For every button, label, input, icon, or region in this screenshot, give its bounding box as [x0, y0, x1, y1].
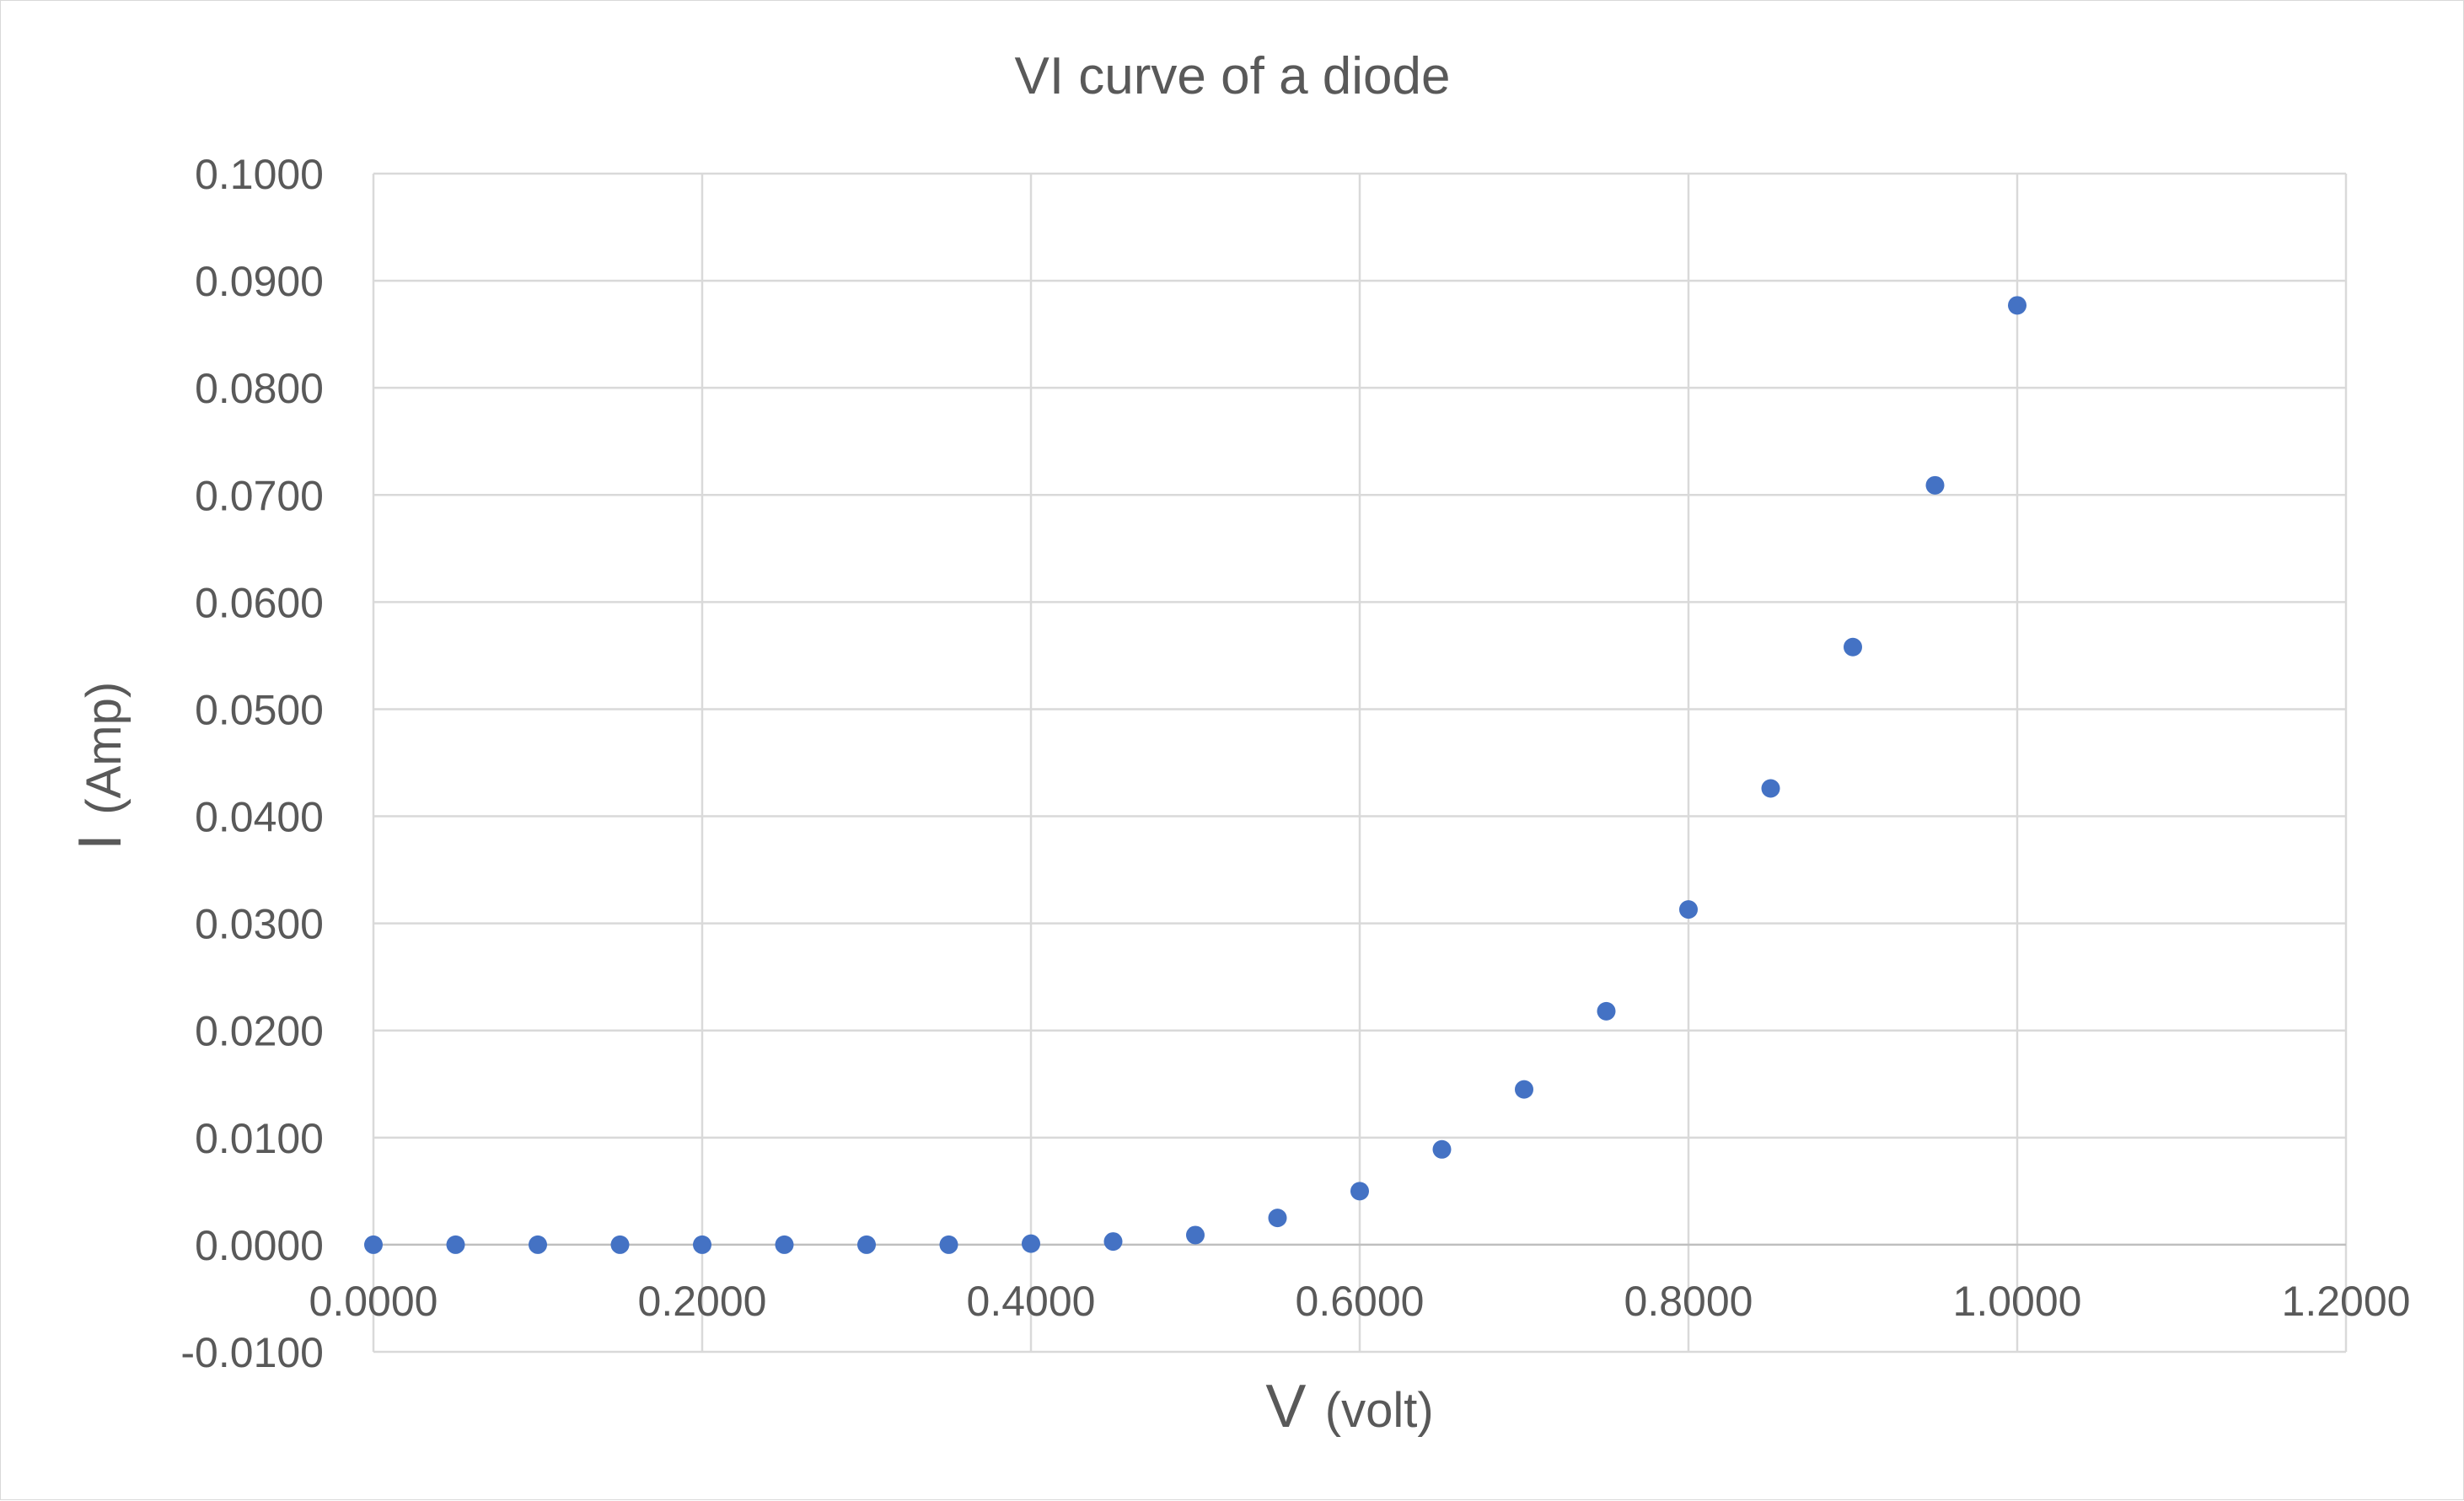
y-axis-title-main: I	[67, 834, 134, 850]
y-axis-title: I (Amp)	[67, 682, 134, 850]
y-tick-label: 0.0800	[195, 365, 324, 412]
data-point	[1186, 1225, 1205, 1245]
data-point	[1432, 1139, 1452, 1159]
data-point	[775, 1235, 794, 1254]
y-tick-label: 0.0900	[195, 258, 324, 305]
y-tick-label: -0.0100	[180, 1329, 324, 1376]
data-point	[1103, 1232, 1123, 1252]
x-tick-label: 1.0000	[1953, 1278, 2082, 1325]
x-tick-label: 0.8000	[1624, 1278, 1753, 1325]
data-point	[446, 1235, 465, 1254]
data-point	[1844, 637, 1862, 657]
data-point	[1925, 475, 1945, 495]
data-point	[1597, 1001, 1616, 1021]
x-axis-title-unit: (volt)	[1325, 1383, 1434, 1438]
data-point	[1515, 1080, 1533, 1099]
x-tick-label: 0.6000	[1296, 1278, 1425, 1325]
gridlines	[372, 172, 2348, 1354]
data-point	[364, 1235, 383, 1254]
data-point	[1761, 779, 1780, 798]
x-axis-title: V (volt)	[1265, 1373, 1433, 1440]
data-point	[529, 1235, 547, 1254]
y-tick-label: 0.0400	[195, 794, 324, 841]
x-tick-label: 0.4000	[967, 1278, 1096, 1325]
x-tick-label: 0.0000	[309, 1278, 438, 1325]
data-points	[364, 296, 2026, 1254]
data-point	[1268, 1209, 1287, 1228]
data-point	[1679, 900, 1698, 919]
chart-title: VI curve of a diode	[1015, 47, 1451, 105]
y-tick-label: 0.0200	[195, 1008, 324, 1055]
y-tick-label: 0.0300	[195, 901, 324, 948]
data-point	[939, 1235, 958, 1254]
y-tick-label: 0.0600	[195, 579, 324, 626]
data-point	[857, 1235, 876, 1254]
y-tick-label: 0.0100	[195, 1115, 324, 1162]
x-axis-title-main: V	[1265, 1373, 1306, 1440]
y-tick-label: 0.0500	[195, 686, 324, 733]
data-point	[1350, 1182, 1369, 1201]
x-tick-label: 0.2000	[638, 1278, 767, 1325]
data-point	[610, 1235, 630, 1254]
data-point	[693, 1235, 711, 1254]
y-axis-title-unit: (Amp)	[77, 682, 132, 815]
tick-labels: -0.01000.00000.01000.02000.03000.04000.0…	[180, 151, 2410, 1376]
x-tick-label: 1.2000	[2282, 1278, 2411, 1325]
data-point	[2008, 296, 2026, 315]
y-tick-label: 0.1000	[195, 151, 324, 198]
y-tick-label: 0.0000	[195, 1222, 324, 1269]
y-tick-label: 0.0700	[195, 472, 324, 519]
data-point	[1022, 1234, 1040, 1253]
